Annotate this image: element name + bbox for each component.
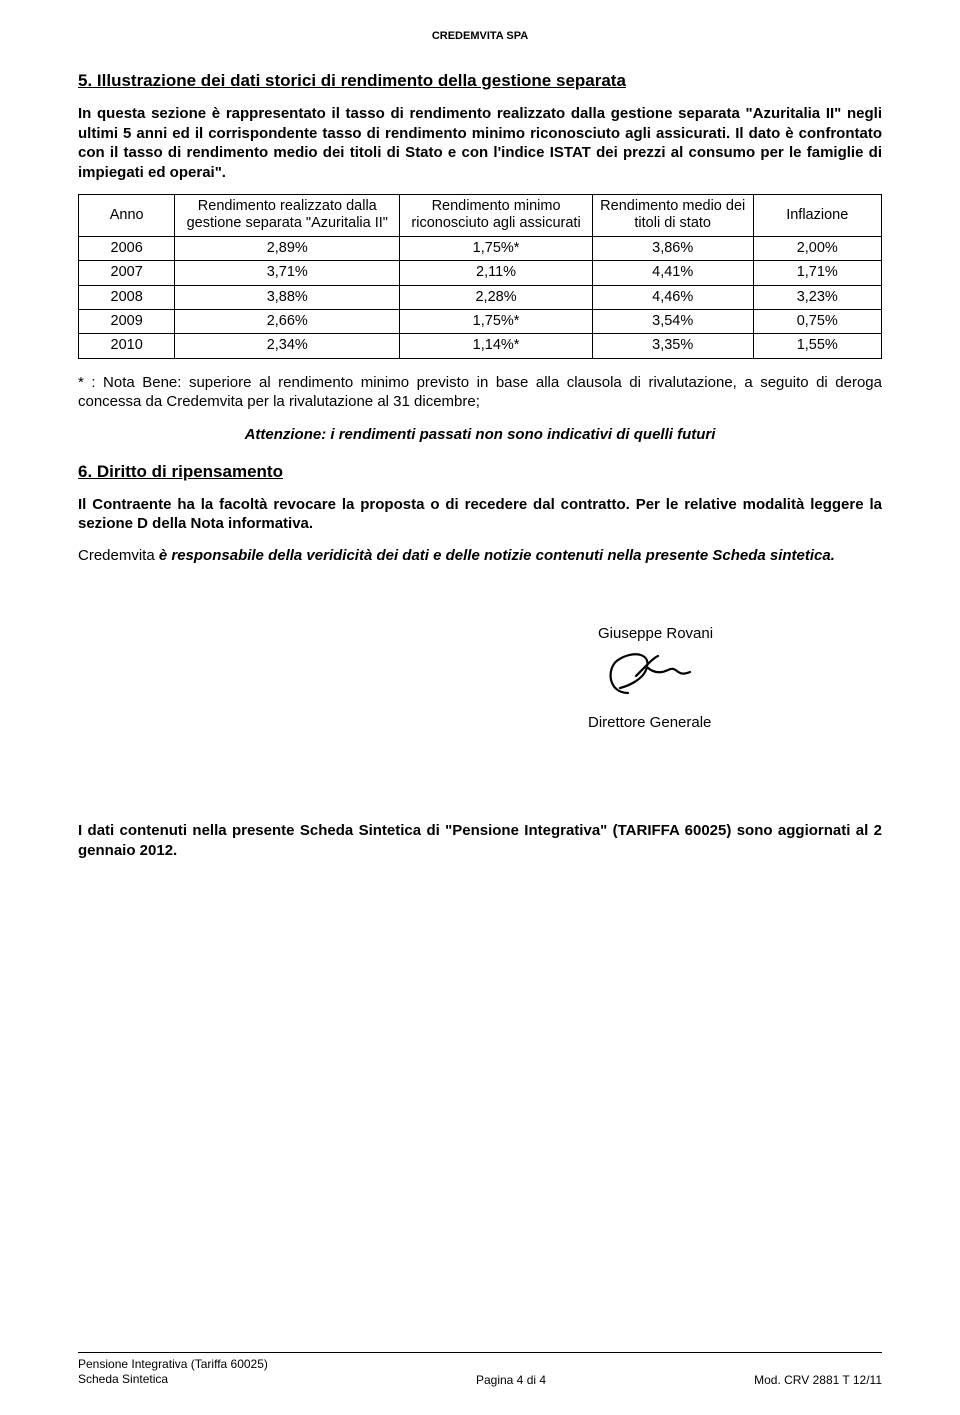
col-year: Anno [79, 195, 175, 237]
cell-realized: 3,71% [175, 261, 400, 285]
col-realized: Rendimento realizzato dalla gestione sep… [175, 195, 400, 237]
section-6-p2b: è responsabile della veridicità dei dati… [159, 547, 835, 564]
cell-realized: 3,88% [175, 285, 400, 309]
returns-table: Anno Rendimento realizzato dalla gestion… [78, 194, 882, 359]
page: CREDEMVITA SPA 5. Illustrazione dei dati… [0, 0, 960, 1415]
col-inflation: Inflazione [753, 195, 882, 237]
signature-block: Giuseppe Rovani Direttore Generale [78, 625, 882, 731]
table-header-row: Anno Rendimento realizzato dalla gestion… [79, 195, 882, 237]
signatory-name: Giuseppe Rovani [598, 625, 882, 642]
cell-year: 2007 [79, 261, 175, 285]
cell-year: 2010 [79, 334, 175, 358]
cell-inflation: 0,75% [753, 310, 882, 334]
section-6-title: 6. Diritto di ripensamento [78, 461, 882, 483]
cell-min: 2,28% [400, 285, 593, 309]
cell-min: 2,11% [400, 261, 593, 285]
cell-inflation: 1,71% [753, 261, 882, 285]
footer-left: Pensione Integrativa (Tariffa 60025) Sch… [78, 1357, 268, 1387]
cell-inflation: 3,23% [753, 285, 882, 309]
cell-realized: 2,34% [175, 334, 400, 358]
col-min: Rendimento minimo riconosciuto agli assi… [400, 195, 593, 237]
footer-right: Mod. CRV 2881 T 12/11 [754, 1373, 882, 1387]
signature-icon [598, 648, 882, 708]
table-row: 2008 3,88% 2,28% 4,46% 3,23% [79, 285, 882, 309]
page-footer: Pensione Integrativa (Tariffa 60025) Sch… [78, 1352, 882, 1387]
closing-paragraph: I dati contenuti nella presente Scheda S… [78, 821, 882, 860]
cell-bond: 3,86% [592, 236, 753, 260]
cell-min: 1,75%* [400, 310, 593, 334]
cell-bond: 4,41% [592, 261, 753, 285]
cell-year: 2009 [79, 310, 175, 334]
attention-text: Attenzione: i rendimenti passati non son… [78, 426, 882, 443]
cell-min: 1,14%* [400, 334, 593, 358]
cell-inflation: 2,00% [753, 236, 882, 260]
cell-bond: 3,54% [592, 310, 753, 334]
table-row: 2006 2,89% 1,75%* 3,86% 2,00% [79, 236, 882, 260]
section-6-p1a: Il Contraente ha la facoltà revocare la … [78, 496, 636, 513]
running-header: CREDEMVITA SPA [78, 30, 882, 42]
cell-bond: 3,35% [592, 334, 753, 358]
section-5-paragraph: In questa sezione è rappresentato il tas… [78, 104, 882, 182]
section-6-p2a: Credemvita [78, 547, 159, 564]
footer-left-line1: Pensione Integrativa (Tariffa 60025) [78, 1357, 268, 1372]
table-row: 2007 3,71% 2,11% 4,41% 1,71% [79, 261, 882, 285]
cell-realized: 2,66% [175, 310, 400, 334]
section-5-title: 5. Illustrazione dei dati storici di ren… [78, 70, 882, 92]
col-bond: Rendimento medio dei titoli di stato [592, 195, 753, 237]
footer-center: Pagina 4 di 4 [476, 1373, 546, 1387]
table-footnote: * : Nota Bene: superiore al rendimento m… [78, 373, 882, 412]
cell-min: 1,75%* [400, 236, 593, 260]
cell-year: 2006 [79, 236, 175, 260]
footer-left-line2: Scheda Sintetica [78, 1372, 268, 1387]
cell-bond: 4,46% [592, 285, 753, 309]
signatory-role: Direttore Generale [588, 714, 882, 731]
cell-inflation: 1,55% [753, 334, 882, 358]
cell-realized: 2,89% [175, 236, 400, 260]
table-row: 2010 2,34% 1,14%* 3,35% 1,55% [79, 334, 882, 358]
section-6-p2: Credemvita è responsabile della veridici… [78, 546, 882, 566]
section-6-p1: Il Contraente ha la facoltà revocare la … [78, 495, 882, 534]
table-row: 2009 2,66% 1,75%* 3,54% 0,75% [79, 310, 882, 334]
cell-year: 2008 [79, 285, 175, 309]
